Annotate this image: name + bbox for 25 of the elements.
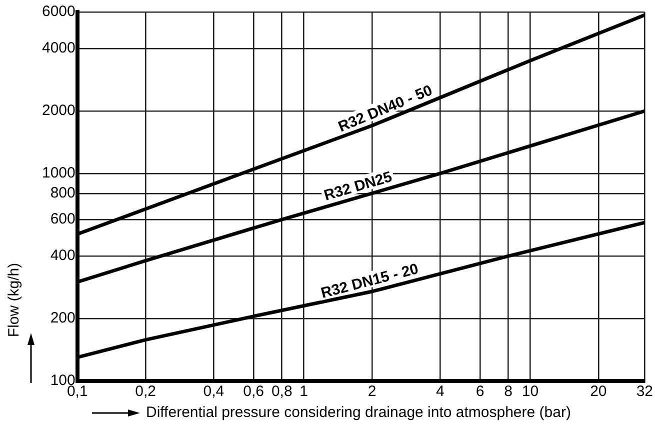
x-tick-label: 2 [368, 383, 376, 400]
x-tick-label: 0,8 [271, 383, 292, 400]
x-tick-label: 4 [436, 383, 444, 400]
y-tick-label: 200 [50, 310, 76, 327]
x-tick-label: 1 [300, 383, 308, 400]
x-tick-label: 0,2 [135, 383, 156, 400]
text: R32 DN40 - 50 [336, 82, 435, 136]
y-tick-label: 600 [50, 210, 76, 228]
text: R32 DN15 - 20 [319, 260, 420, 302]
x-tick-label: 20 [590, 383, 607, 400]
x-tick-label: 0,4 [203, 383, 224, 400]
x-tick-label: 32 [636, 383, 653, 400]
y-tick-label: 6000 [42, 3, 76, 20]
y-axis-title: Flow (kg/h) [6, 262, 22, 338]
x-axis-title: Differential pressure considering drainage into atmosphere (bar) [146, 404, 571, 421]
y-tick-label: 400 [50, 247, 76, 264]
text: R32 DN25 [322, 168, 394, 204]
y-tick-label: 1000 [42, 164, 76, 182]
y-tick-label: 4000 [42, 40, 76, 57]
x-tick-label: 0,6 [243, 383, 264, 400]
x-tick-label: 6 [476, 383, 484, 400]
x-tick-label: 10 [522, 383, 539, 400]
x-tick-label: 8 [504, 383, 512, 400]
y-tick-label: 2000 [42, 102, 76, 120]
y-tick-label: 800 [50, 184, 76, 202]
